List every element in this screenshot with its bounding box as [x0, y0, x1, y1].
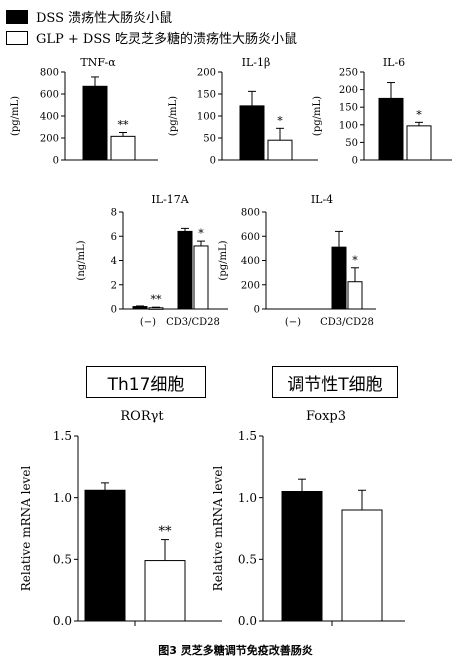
y-tick-label-il17a: 4	[111, 256, 117, 267]
figure-caption: 图3 灵芝多糖调节免疫改善肠炎	[158, 644, 313, 657]
y-axis-label-il17a: (ng/mL)	[76, 240, 87, 280]
y-tick-label-tnf: 400	[40, 112, 59, 123]
chart-roryt: RORγt 0.0 0.5 1.0 1.5 Relative mRNA level **	[19, 409, 222, 628]
chart-il4: IL-4 0 200 400 600 800 (pg/mL) (−) * CD3/CD28	[218, 193, 376, 328]
y-tick-label-foxp3: 0.0	[238, 614, 257, 628]
y-tick-label-il6: 150	[339, 103, 358, 114]
y-tick-label-tnf: 600	[40, 90, 59, 101]
y-tick-label-il6: 0	[352, 156, 358, 167]
chart-title-foxp3: Foxp3	[306, 409, 346, 424]
y-tick-label-il1b: 100	[197, 112, 216, 123]
y-tick-label-il17a: 8	[111, 208, 117, 219]
y-tick-label-il4: 600	[241, 232, 260, 243]
y-tick-label-il17a: 6	[111, 232, 117, 243]
bar-tnf-s1-c0	[110, 135, 136, 161]
legend-swatch-dss	[6, 9, 28, 24]
legend-label-dss: DSS 溃疡性大肠炎小鼠	[36, 11, 173, 26]
y-tick-label-foxp3: 0.5	[238, 553, 257, 567]
y-tick-label-il6: 50	[345, 138, 358, 149]
y-tick-label-roryt: 0.0	[53, 614, 72, 628]
y-tick-label-il6: 200	[339, 85, 358, 96]
y-tick-label-il1b: 0	[210, 156, 216, 167]
bar-il4-s0-c1	[331, 246, 347, 310]
legend-item-dss: DSS 溃疡性大肠炎小鼠	[6, 7, 172, 26]
y-tick-label-tnf: 800	[40, 68, 59, 79]
y-tick-label-il4: 200	[241, 280, 260, 291]
y-tick-label-tnf: 200	[40, 134, 59, 145]
y-tick-label-il1b: 50	[203, 134, 216, 145]
category-label-il17a-c0: (−)	[140, 317, 156, 328]
y-tick-label-il1b: 150	[197, 90, 216, 101]
legend-item-glp: GLP + DSS 吃灵芝多糖的溃疡性大肠炎小鼠	[6, 28, 297, 47]
y-tick-label-il6: 100	[339, 120, 358, 131]
legend-label-glp: GLP + DSS 吃灵芝多糖的溃疡性大肠炎小鼠	[36, 32, 298, 47]
y-axis-label-il6: (pg/mL)	[312, 96, 323, 136]
significance-label-il17a-c0: **	[151, 293, 163, 306]
significance-label-il17a-c1: *	[198, 227, 204, 240]
legend: DSS 溃疡性大肠炎小鼠 GLP + DSS 吃灵芝多糖的溃疡性大肠炎小鼠	[0, 0, 471, 50]
bar-roryt-s1-c0	[144, 560, 186, 622]
chart-tnf: TNF-α 0 200 400 600 800 (pg/mL) **	[10, 56, 158, 167]
bar-il17a-s1-c1	[193, 245, 209, 310]
y-tick-label-roryt: 1.5	[53, 429, 72, 443]
significance-label-il4-c1: *	[352, 254, 358, 267]
section-title-th17: Th17细胞	[86, 366, 206, 398]
chart-title-roryt: RORγt	[120, 409, 164, 424]
y-tick-label-il6: 250	[339, 68, 358, 79]
y-axis-label-il4: (pg/mL)	[218, 240, 229, 280]
bar-roryt-s0-c0	[84, 489, 126, 622]
chart-il17a: IL-17A 0 2 4 6 8 (ng/mL) ** (−) * CD3/CD28	[76, 193, 228, 328]
y-axis-label-foxp3: Relative mRNA level	[211, 466, 225, 592]
y-tick-label-foxp3: 1.5	[238, 429, 257, 443]
y-tick-label-foxp3: 1.0	[238, 491, 257, 505]
bar-il6-s0-c0	[378, 97, 404, 161]
bar-il17a-s1-c0	[148, 307, 164, 310]
category-label-il4-c0: (−)	[285, 317, 301, 328]
bar-il6-s1-c0	[406, 125, 432, 161]
y-tick-label-il4: 400	[241, 256, 260, 267]
y-tick-label-il17a: 2	[111, 280, 117, 291]
y-tick-label-il4: 800	[241, 208, 260, 219]
chart-foxp3: Foxp3 0.0 0.5 1.0 1.5 Relative mRNA level	[211, 409, 405, 628]
y-tick-label-il4: 0	[254, 305, 260, 316]
category-label-il4-c1: CD3/CD28	[320, 317, 374, 328]
y-tick-label-roryt: 0.5	[53, 553, 72, 567]
y-tick-label-il1b: 200	[197, 68, 216, 79]
bar-il17a-s0-c0	[132, 306, 148, 310]
y-tick-label-tnf: 0	[53, 156, 59, 167]
significance-label-roryt-c0: **	[159, 525, 173, 540]
chart-title-il17a: IL-17A	[151, 193, 189, 206]
chart-title-il6: IL-6	[383, 56, 405, 69]
bar-il1b-s1-c0	[267, 139, 293, 161]
chart-title-il4: IL-4	[311, 193, 333, 206]
bar-il4-s1-c1	[347, 281, 363, 310]
y-axis-label-roryt: Relative mRNA level	[19, 466, 33, 592]
bar-il17a-s0-c1	[177, 230, 193, 310]
y-axis-label-tnf: (pg/mL)	[10, 96, 21, 136]
significance-label-il1b-c0: *	[277, 114, 283, 127]
y-axis-label-il1b: (pg/mL)	[168, 96, 179, 136]
bar-foxp3-s0-c0	[281, 491, 323, 622]
y-tick-label-il17a: 0	[111, 305, 117, 316]
significance-label-tnf-c0: **	[118, 119, 130, 132]
chart-il1b: IL-1β 0 50 100 150 200 (pg/mL) *	[168, 56, 318, 167]
y-tick-label-roryt: 1.0	[53, 491, 72, 505]
chart-title-tnf: TNF-α	[80, 56, 116, 69]
bar-tnf-s0-c0	[82, 85, 108, 161]
bar-foxp3-s1-c0	[341, 509, 383, 622]
legend-swatch-glp	[6, 30, 28, 45]
bar-il1b-s0-c0	[239, 105, 265, 161]
section-title-treg: 调节性T细胞	[272, 366, 398, 398]
significance-label-il6-c0: *	[416, 108, 422, 121]
chart-title-il1b: IL-1β	[242, 56, 271, 69]
chart-il6: IL-6 0 50 100 150 200 250 (pg/mL) *	[312, 56, 452, 167]
category-label-il17a-c1: CD3/CD28	[166, 317, 220, 328]
